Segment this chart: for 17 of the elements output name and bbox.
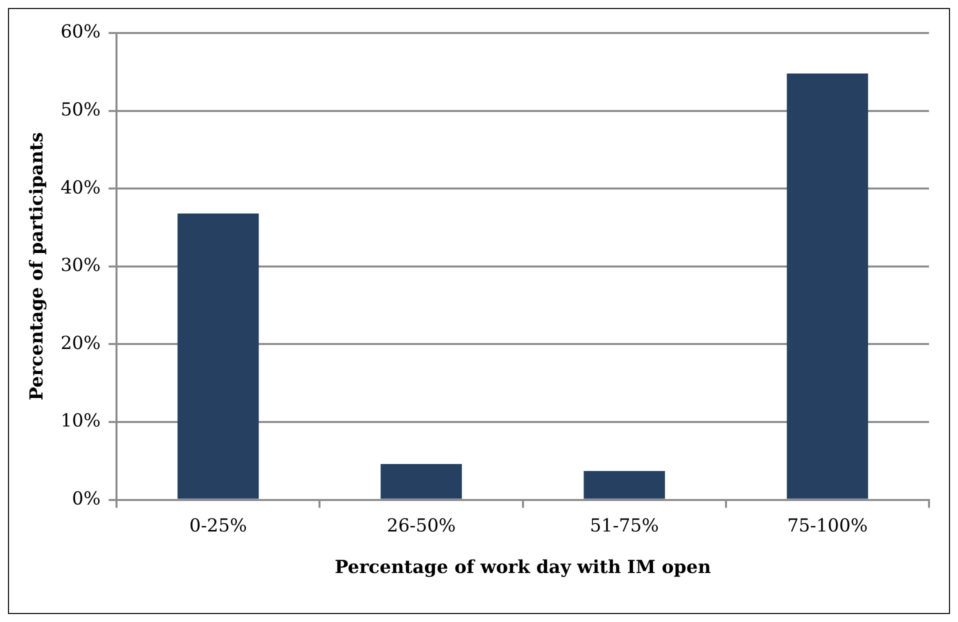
bar xyxy=(584,471,665,499)
y-tick-label: 50% xyxy=(60,99,101,120)
y-tick-label: 30% xyxy=(60,255,101,276)
x-tick-label: 0-25% xyxy=(189,515,247,536)
bar xyxy=(380,464,462,499)
x-axis-title: Percentage of work day with IM open xyxy=(334,556,711,578)
bar xyxy=(178,213,259,499)
y-tick-label: 20% xyxy=(60,332,101,354)
y-axis-title: Percentage of participants xyxy=(26,132,48,401)
bar xyxy=(786,73,868,499)
y-tick-label: 0% xyxy=(72,488,101,510)
y-tick-label: 10% xyxy=(60,410,101,432)
y-tick-label: 60% xyxy=(60,22,101,43)
x-tick-label: 51-75% xyxy=(590,515,659,536)
x-tick-label: 75-100% xyxy=(787,515,868,536)
y-tick-label: 40% xyxy=(60,177,101,198)
x-tick-label: 26-50% xyxy=(386,515,456,536)
